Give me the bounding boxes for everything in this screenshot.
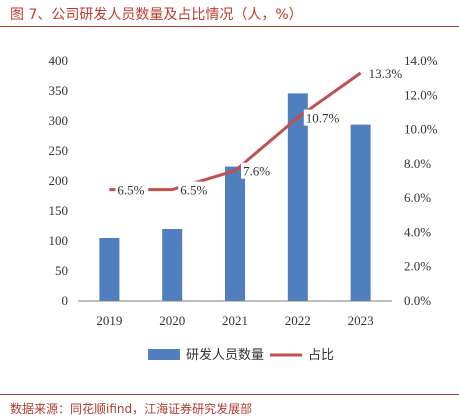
x-tick-label: 2020 <box>159 313 185 328</box>
x-tick-label: 2022 <box>285 313 311 328</box>
bar-series <box>99 93 371 302</box>
x-tick-label: 2019 <box>96 313 122 328</box>
bar-2019 <box>99 238 120 301</box>
right-tick-label: 10.0% <box>404 122 438 137</box>
right-tick-label: 8.0% <box>404 156 431 171</box>
left-tick-label: 300 <box>49 113 69 128</box>
line-data-label: 13.3% <box>369 66 403 81</box>
right-tick-label: 14.0% <box>404 53 438 68</box>
right-tick-label: 4.0% <box>404 224 431 239</box>
chart-title: 图 7、公司研发人员数量及占比情况（人，%） <box>10 7 303 23</box>
right-tick-label: 12.0% <box>404 87 438 102</box>
right-tick-label: 6.0% <box>404 190 431 205</box>
x-axis-ticks: 2019 2020 2021 2022 2023 <box>96 313 373 328</box>
line-data-label: 7.6% <box>243 164 270 179</box>
line-data-labels: 6.5% 6.5% 7.6% 10.7% 13.3% <box>115 65 407 198</box>
x-tick-label: 2023 <box>348 313 374 328</box>
footer-divider <box>0 394 459 395</box>
left-axis-ticks: 0 50 100 150 200 250 300 350 400 <box>49 53 69 308</box>
line-data-label: 6.5% <box>117 183 144 198</box>
line-label-bg <box>178 181 211 198</box>
left-tick-label: 350 <box>49 83 69 98</box>
left-tick-label: 50 <box>55 263 68 278</box>
left-tick-label: 0 <box>62 293 69 308</box>
bar-2021 <box>225 166 245 301</box>
legend: 研发人员数量 占比 <box>148 347 334 363</box>
legend-swatch-bar <box>148 349 180 360</box>
line-data-label: 6.5% <box>180 183 207 198</box>
rate-line <box>109 71 362 192</box>
x-tick-label: 2021 <box>222 313 248 328</box>
left-tick-label: 150 <box>49 203 69 218</box>
line-label-bg <box>241 162 274 179</box>
source-note: 数据来源：同花顺ifind，江海证券研究发展部 <box>10 402 253 416</box>
left-tick-label: 200 <box>49 173 69 188</box>
chart: 0 50 100 150 200 250 300 350 400 0.0% 2.0% 4.0% 6.0… <box>49 53 438 363</box>
title-divider <box>0 26 459 27</box>
bar-2022 <box>287 93 308 302</box>
line-label-bg <box>115 181 149 198</box>
line-label-bg <box>303 109 344 126</box>
line-label-bg <box>366 65 407 81</box>
right-tick-label: 0.0% <box>404 293 431 308</box>
right-tick-label: 2.0% <box>404 259 431 274</box>
right-axis-ticks: 0.0% 2.0% 4.0% 6.0% 8.0% 10.0% 12.0% 14.0% <box>404 53 438 308</box>
left-tick-label: 400 <box>49 53 69 68</box>
bar-2023 <box>350 124 371 301</box>
legend-label-line: 占比 <box>308 348 334 363</box>
legend-label-bar: 研发人员数量 <box>186 347 264 363</box>
line-data-label: 10.7% <box>306 111 340 126</box>
left-tick-label: 100 <box>49 233 69 248</box>
bar-2020 <box>162 229 183 301</box>
left-tick-label: 250 <box>49 143 69 158</box>
